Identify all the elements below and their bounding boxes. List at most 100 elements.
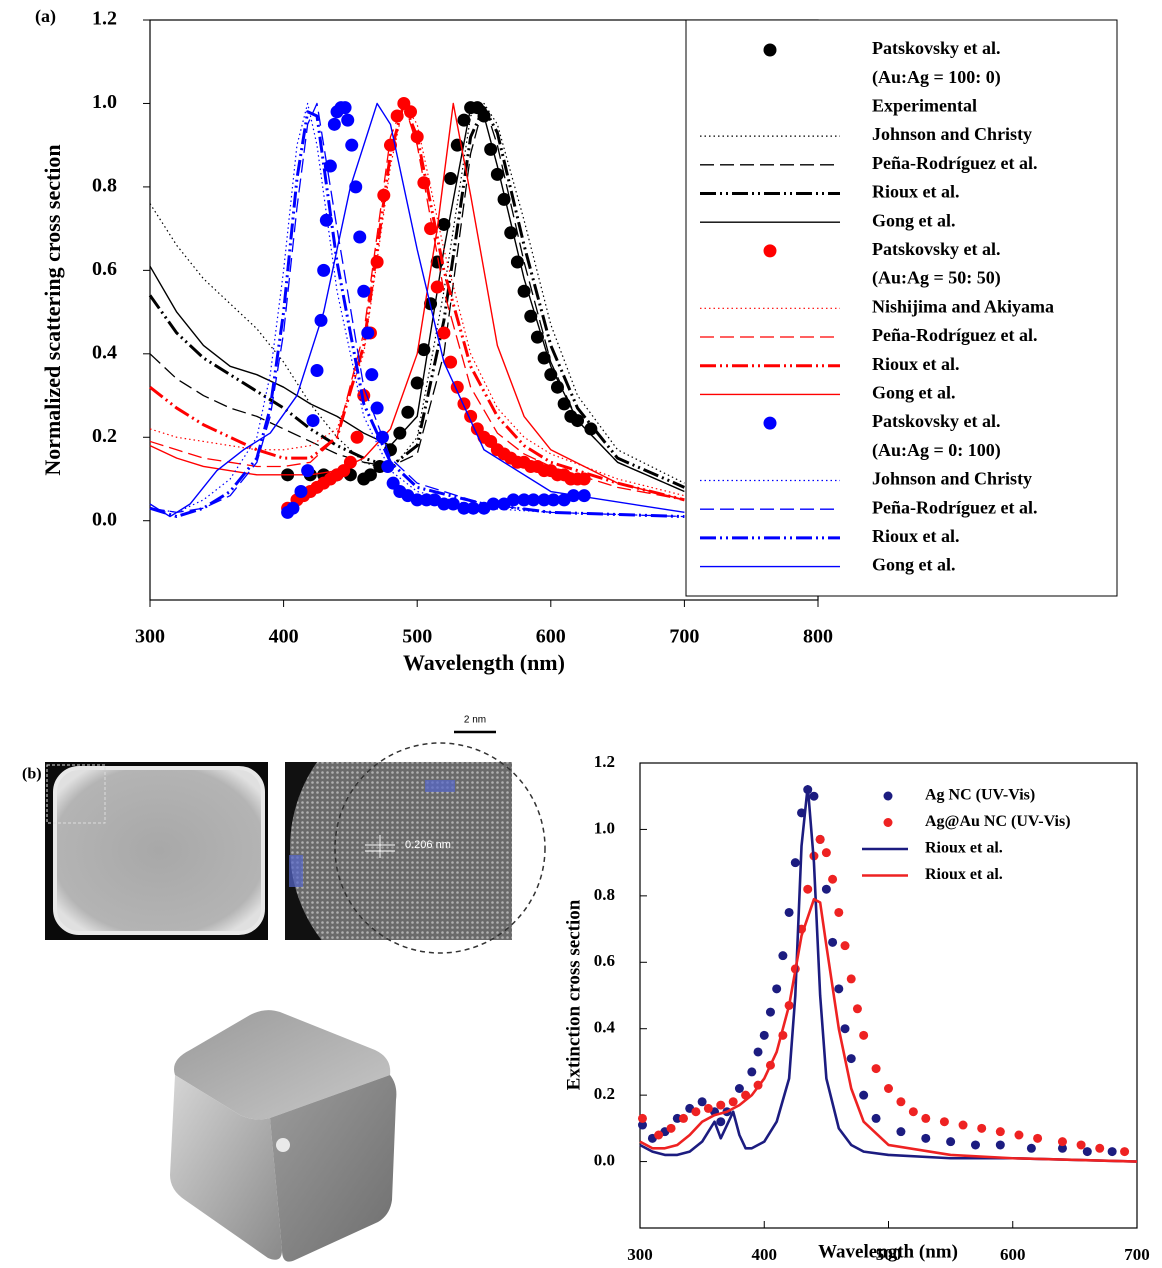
data-point	[871, 1064, 881, 1074]
data-point	[437, 497, 451, 511]
x-tick-label: 300	[135, 626, 165, 648]
data-point	[821, 884, 831, 894]
y-tick-label: 0.2	[92, 425, 117, 447]
data-point	[1107, 1147, 1117, 1157]
data-point	[353, 230, 367, 244]
data-point	[341, 113, 355, 127]
data-point	[526, 493, 540, 507]
legend-label: Rioux et al.	[925, 866, 1003, 883]
data-point	[716, 1100, 726, 1110]
x-axis-label: Wavelength (nm)	[403, 650, 565, 675]
legend-note: Experimental	[872, 96, 977, 116]
data-point	[410, 493, 424, 507]
data-point	[921, 1113, 931, 1123]
data-point	[437, 217, 451, 231]
data-point	[404, 105, 418, 119]
legend-label: Ag NC (UV-Vis)	[925, 787, 1035, 804]
x-tick-label: 500	[402, 626, 432, 648]
data-point	[828, 874, 838, 884]
x-tick-label: 500	[876, 1245, 902, 1264]
data-point	[437, 326, 451, 340]
data-point	[319, 213, 333, 227]
data-point	[1095, 1143, 1105, 1153]
data-point	[834, 907, 844, 917]
legend-label: Johnson and Christy	[872, 124, 1032, 144]
legend-note: (Au:Ag = 0: 100)	[872, 440, 1001, 461]
data-point	[484, 142, 498, 156]
lattice-spacing-label: 0.206 nm	[405, 839, 451, 851]
x-tick-label: 400	[752, 1245, 778, 1264]
y-tick-label: 0.2	[594, 1084, 615, 1103]
x-tick-label: 300	[627, 1245, 653, 1264]
data-point	[517, 493, 531, 507]
data-point	[349, 180, 363, 194]
data-point	[457, 397, 471, 411]
data-point	[537, 493, 551, 507]
y-tick-label: 0.8	[92, 175, 117, 197]
data-point	[1057, 1143, 1067, 1153]
data-point	[970, 1140, 980, 1150]
legend-label: Gong et al.	[872, 555, 956, 575]
data-point	[654, 1130, 664, 1140]
data-point	[410, 376, 424, 390]
legend-label: Rioux et al.	[872, 182, 960, 202]
y-tick-label: 0.0	[594, 1150, 615, 1169]
data-point	[691, 1107, 701, 1117]
data-point	[784, 907, 794, 917]
data-point	[759, 1030, 769, 1040]
y-tick-label: 0.6	[92, 258, 117, 280]
legend-label: Nishijima and Akiyama	[872, 296, 1054, 316]
data-point	[747, 1067, 757, 1077]
data-line	[148, 106, 686, 489]
legend-note: (Au:Ag = 50: 50)	[872, 268, 1001, 289]
y-axis-label: Normalized scattering cross section	[40, 144, 65, 475]
data-point	[350, 430, 364, 444]
data-point	[345, 138, 359, 152]
data-point	[317, 263, 331, 277]
y-tick-label: 1.2	[92, 8, 117, 30]
data-point	[772, 984, 782, 994]
data-point	[666, 1123, 676, 1133]
data-point	[728, 1097, 738, 1107]
data-line	[639, 897, 1138, 1163]
data-point	[286, 501, 300, 515]
legend-symbol	[883, 791, 893, 801]
legend-note: (Au:Ag = 100: 0)	[872, 67, 1001, 88]
data-point	[327, 117, 341, 131]
tem-image-zoom: 0.206 nm 2 nm	[285, 714, 546, 954]
data-point	[430, 280, 444, 294]
data-point	[506, 493, 520, 507]
data-point	[958, 1120, 968, 1130]
data-point	[363, 468, 377, 482]
y-tick-label: 1.2	[594, 752, 615, 771]
data-point	[859, 1090, 869, 1100]
x-tick-label: 400	[269, 626, 299, 648]
y-tick-label: 0.4	[594, 1018, 616, 1037]
data-point	[809, 791, 819, 801]
y-tick-label: 0.8	[594, 885, 615, 904]
data-point	[361, 326, 375, 340]
legend-label: Rioux et al.	[872, 526, 960, 546]
data-line	[639, 784, 1138, 1163]
legend-label: Patskovsky et al.	[872, 411, 1001, 431]
data-point	[753, 1047, 763, 1057]
data-point	[1026, 1143, 1036, 1153]
data-point	[510, 255, 524, 269]
data-point	[846, 974, 856, 984]
data-point	[859, 1030, 869, 1040]
data-point	[672, 1113, 682, 1123]
data-point	[840, 941, 850, 951]
data-point	[995, 1140, 1005, 1150]
data-point	[294, 485, 308, 499]
data-point	[734, 1084, 744, 1093]
data-line	[149, 102, 685, 501]
data-line	[149, 102, 685, 518]
data-point	[939, 1117, 949, 1127]
data-point	[846, 1054, 856, 1064]
data-point	[790, 858, 800, 868]
data-line	[149, 102, 685, 518]
data-point	[497, 192, 511, 206]
data-line	[149, 106, 685, 493]
y-axis-label: Extinction cross section	[563, 899, 584, 1090]
